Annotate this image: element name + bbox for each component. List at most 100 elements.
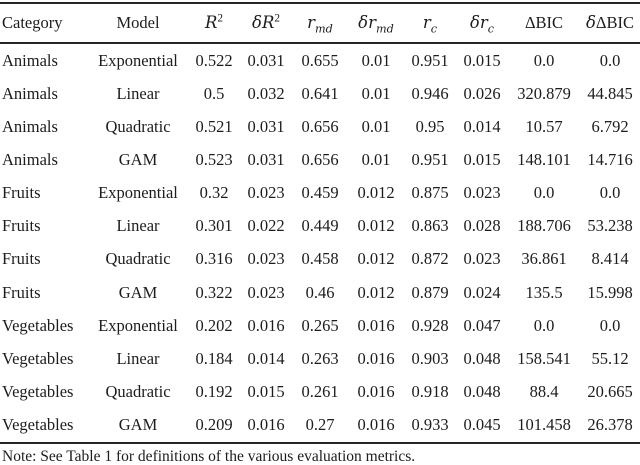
value-cell: 0.46 (305, 282, 335, 302)
value-cell: 0.875 (411, 183, 449, 203)
value-cell: 14.716 (587, 150, 633, 170)
value-cell: 0.523 (195, 150, 233, 170)
value-cell: 0.01 (361, 84, 391, 104)
value-cell: 0.951 (411, 50, 449, 70)
value-cell: 55.12 (591, 348, 629, 368)
value-cell: 0.024 (463, 282, 501, 302)
table-row: Fruits GAM 0.322 0.023 0.46 0.012 0.879 0.024 13… (0, 276, 640, 309)
value-cell: 0.903 (411, 348, 449, 368)
value-cell: 0.028 (463, 216, 501, 236)
value-cell: 0.879 (411, 282, 449, 302)
value-cell: 0.048 (463, 348, 501, 368)
table-footnote: Note: See Table 1 for definitions of the… (2, 448, 416, 465)
table-row: Fruits Quadratic 0.316 0.023 0.458 0.012 0.872… (0, 243, 640, 276)
table-row: Vegetables Linear 0.184 0.014 0.263 0.016 0.90… (0, 342, 640, 375)
evaluation-metrics-table: Category Model R2 δR2 rmd δrmd rc δrc ΔB… (0, 2, 640, 444)
value-cell: 0.016 (357, 315, 395, 335)
model-cell: Exponential (98, 315, 178, 335)
col-header-r-md: rmd (292, 3, 348, 44)
value-cell: 6.792 (591, 117, 629, 137)
value-cell: 0.031 (247, 117, 285, 137)
value-cell: 0.01 (361, 50, 391, 70)
value-cell: 20.665 (587, 381, 633, 401)
value-cell: 88.4 (529, 381, 559, 401)
table-header-row: Category Model R2 δR2 rmd δrmd rc δrc ΔB… (0, 3, 640, 44)
category-cell: Vegetables (2, 381, 74, 401)
value-cell: 0.023 (463, 183, 501, 203)
value-cell: 0.192 (195, 381, 233, 401)
value-cell: 8.414 (591, 249, 629, 269)
value-cell: 320.879 (517, 84, 571, 104)
value-cell: 0.023 (463, 249, 501, 269)
model-cell: Quadratic (105, 249, 171, 269)
value-cell: 0.872 (411, 249, 449, 269)
category-cell: Animals (2, 50, 58, 70)
category-cell: Fruits (2, 183, 41, 203)
model-cell: Exponential (98, 183, 178, 203)
table-row: Animals Exponential 0.522 0.031 0.655 0.01 0.9… (0, 43, 640, 78)
value-cell: 148.101 (517, 150, 571, 170)
col-header-r-squared: R2 (188, 3, 240, 44)
value-cell: 0.5 (203, 84, 225, 104)
value-cell: 0.521 (195, 117, 233, 137)
value-cell: 188.706 (517, 216, 571, 236)
value-cell: 0.014 (463, 117, 501, 137)
value-cell: 0.27 (305, 415, 335, 435)
category-cell: Vegetables (2, 415, 74, 435)
col-header-r-c: rc (404, 3, 456, 44)
value-cell: 0.184 (195, 348, 233, 368)
value-cell: 158.541 (517, 348, 571, 368)
value-cell: 0.0 (599, 183, 621, 203)
model-cell: GAM (118, 415, 158, 435)
value-cell: 0.655 (301, 50, 339, 70)
value-cell: 0.012 (357, 216, 395, 236)
value-cell: 0.045 (463, 415, 501, 435)
category-cell: Fruits (2, 216, 41, 236)
value-cell: 0.209 (195, 415, 233, 435)
table-row: Vegetables GAM 0.209 0.016 0.27 0.016 0.933 0.0… (0, 408, 640, 443)
category-cell: Vegetables (2, 348, 74, 368)
value-cell: 0.022 (247, 216, 285, 236)
value-cell: 0.031 (247, 150, 285, 170)
value-cell: 0.95 (415, 117, 445, 137)
value-cell: 0.012 (357, 183, 395, 203)
table-row: Animals Quadratic 0.521 0.031 0.656 0.01 0.95 0… (0, 111, 640, 144)
category-cell: Animals (2, 117, 58, 137)
value-cell: 0.0 (599, 50, 621, 70)
table-row: Vegetables Quadratic 0.192 0.015 0.261 0.016 0… (0, 375, 640, 408)
value-cell: 0.016 (247, 415, 285, 435)
value-cell: 0.047 (463, 315, 501, 335)
value-cell: 0.015 (247, 381, 285, 401)
value-cell: 0.933 (411, 415, 449, 435)
model-cell: Exponential (98, 50, 178, 70)
value-cell: 0.656 (301, 150, 339, 170)
value-cell: 101.458 (517, 415, 571, 435)
value-cell: 26.378 (587, 415, 633, 435)
table-row: Animals GAM 0.523 0.031 0.656 0.01 0.951 0.015 1… (0, 144, 640, 177)
value-cell: 0.016 (357, 381, 395, 401)
value-cell: 0.016 (357, 348, 395, 368)
value-cell: 36.861 (521, 249, 567, 269)
value-cell: 0.01 (361, 117, 391, 137)
value-cell: 0.301 (195, 216, 233, 236)
value-cell: 0.459 (301, 183, 339, 203)
table-row: Animals Linear 0.5 0.032 0.641 0.01 0.946 0.026… (0, 78, 640, 111)
col-header-delta-delta-bic: δΔBIC (580, 3, 640, 44)
table-body: Animals Exponential 0.522 0.031 0.655 0.01 0.9… (0, 43, 640, 443)
model-cell: Quadratic (105, 117, 171, 137)
value-cell: 0.202 (195, 315, 233, 335)
value-cell: 0.012 (357, 249, 395, 269)
value-cell: 0.032 (247, 84, 285, 104)
col-header-model: Model (88, 3, 188, 44)
value-cell: 0.863 (411, 216, 449, 236)
value-cell: 0.012 (357, 282, 395, 302)
value-cell: 0.641 (301, 84, 339, 104)
value-cell: 53.238 (587, 216, 633, 236)
col-header-delta-r-md: δrmd (348, 3, 404, 44)
value-cell: 10.57 (525, 117, 563, 137)
value-cell: 0.01 (361, 150, 391, 170)
model-cell: Linear (116, 348, 160, 368)
value-cell: 0.0 (533, 50, 555, 70)
value-cell: 0.016 (357, 415, 395, 435)
table-row: Vegetables Exponential 0.202 0.016 0.265 0.01… (0, 309, 640, 342)
